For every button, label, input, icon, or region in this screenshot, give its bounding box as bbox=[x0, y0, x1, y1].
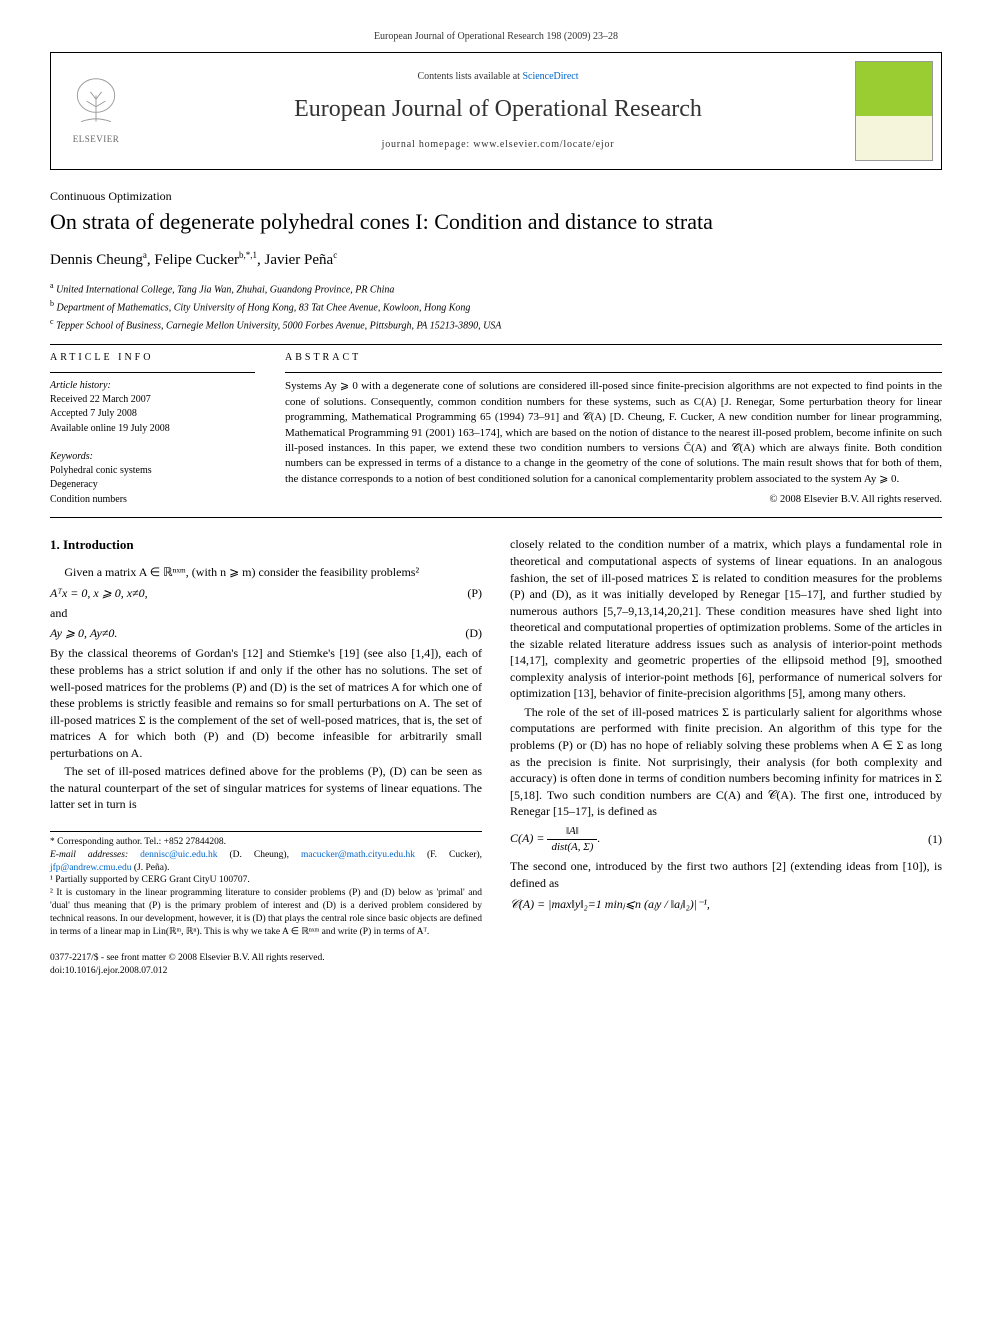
keyword-1: Polyhedral conic systems bbox=[50, 464, 255, 479]
para-r1: closely related to the condition number … bbox=[510, 536, 942, 701]
keywords-label: Keywords: bbox=[50, 450, 255, 464]
email-line: E-mail addresses: dennisc@uic.edu.hk (D.… bbox=[50, 849, 482, 875]
front-matter-line: 0377-2217/$ - see front matter © 2008 El… bbox=[50, 952, 942, 965]
contents-line: Contents lists available at ScienceDirec… bbox=[141, 70, 855, 84]
eq-P-expr: Aᵀx = 0, x ⩾ 0, x≠0, bbox=[50, 585, 148, 601]
publisher-name: ELSEVIER bbox=[73, 133, 120, 145]
banner-center: Contents lists available at ScienceDirec… bbox=[141, 70, 855, 151]
para-l3: The set of ill-posed matrices defined ab… bbox=[50, 763, 482, 813]
divider bbox=[50, 517, 942, 518]
journal-banner: ELSEVIER Contents lists available at Sci… bbox=[50, 52, 942, 170]
email2-who: (F. Cucker), bbox=[415, 850, 482, 860]
email-cheung[interactable]: dennisc@uic.edu.hk bbox=[140, 850, 217, 860]
received-date: Received 22 March 2007 bbox=[50, 393, 255, 408]
publisher-logo: ELSEVIER bbox=[51, 71, 141, 149]
corresponding-author: * Corresponding author. Tel.: +852 27844… bbox=[50, 836, 482, 849]
emails-label: E-mail addresses: bbox=[50, 850, 140, 860]
author-3: Javier Peña bbox=[264, 252, 333, 268]
email3-who: (J. Peña). bbox=[131, 863, 169, 873]
keyword-3: Condition numbers bbox=[50, 493, 255, 508]
eq1-den: dist(A, Σ) bbox=[547, 840, 597, 855]
footnote-2: ² It is customary in the linear programm… bbox=[50, 887, 482, 938]
homepage-prefix: journal homepage: bbox=[382, 139, 474, 150]
abstract-copyright: © 2008 Elsevier B.V. All rights reserved… bbox=[285, 493, 942, 507]
divider bbox=[50, 344, 942, 345]
left-column: 1. Introduction Given a matrix A ∈ ℝⁿˣᵐ,… bbox=[50, 536, 482, 938]
affiliations: a United International College, Tang Jia… bbox=[50, 280, 942, 333]
abstract-heading: ABSTRACT bbox=[285, 351, 942, 365]
body-columns: 1. Introduction Given a matrix A ∈ ℝⁿˣᵐ,… bbox=[50, 536, 942, 938]
email1-who: (D. Cheung), bbox=[217, 850, 300, 860]
and-label: and bbox=[50, 605, 482, 622]
section-1-heading: 1. Introduction bbox=[50, 536, 482, 554]
contents-prefix: Contents lists available at bbox=[417, 71, 522, 82]
sciencedirect-link[interactable]: ScienceDirect bbox=[522, 71, 578, 82]
accepted-date: Accepted 7 July 2008 bbox=[50, 407, 255, 422]
right-column: closely related to the condition number … bbox=[510, 536, 942, 938]
equation-2: 𝒞(A) = |max‖y‖₂=1 minⱼ⩽n (aⱼy / ‖aⱼ‖₂)|⁻… bbox=[510, 896, 942, 912]
email-cucker[interactable]: macucker@math.cityu.edu.hk bbox=[301, 850, 415, 860]
affiliation-a: a United International College, Tang Jia… bbox=[50, 280, 942, 298]
eq2-expr: 𝒞(A) = |max‖y‖₂=1 minⱼ⩽n (aⱼy / ‖aⱼ‖₂)|⁻… bbox=[510, 896, 710, 912]
para-l2: By the classical theorems of Gordan's [1… bbox=[50, 645, 482, 761]
divider bbox=[50, 372, 255, 373]
abstract-text: Systems Ay ⩾ 0 with a degenerate cone of… bbox=[285, 379, 942, 487]
journal-title: European Journal of Operational Research bbox=[141, 93, 855, 125]
info-heading: ARTICLE INFO bbox=[50, 351, 255, 365]
eq-D-expr: Ay ⩾ 0, Ay≠0. bbox=[50, 625, 117, 641]
doi-line: doi:10.1016/j.ejor.2008.07.012 bbox=[50, 965, 942, 978]
divider bbox=[285, 372, 942, 373]
equation-1: C(A) = ‖A‖dist(A, Σ). (1) bbox=[510, 824, 942, 855]
history-label: Article history: bbox=[50, 379, 255, 393]
eq1-tag: (1) bbox=[928, 831, 942, 847]
affiliation-b: b Department of Mathematics, City Univer… bbox=[50, 298, 942, 316]
para-r2: The role of the set of ill-posed matrice… bbox=[510, 704, 942, 820]
para-l1: Given a matrix A ∈ ℝⁿˣᵐ, (with n ⩾ m) co… bbox=[50, 564, 482, 581]
homepage-line: journal homepage: www.elsevier.com/locat… bbox=[141, 138, 855, 152]
journal-reference: European Journal of Operational Research… bbox=[50, 30, 942, 44]
abstract-column: ABSTRACT Systems Ay ⩾ 0 with a degenerat… bbox=[285, 351, 942, 508]
online-date: Available online 19 July 2008 bbox=[50, 422, 255, 437]
email-pena[interactable]: jfp@andrew.cmu.edu bbox=[50, 863, 131, 873]
journal-cover-thumb bbox=[855, 61, 933, 161]
elsevier-tree-icon bbox=[68, 75, 124, 131]
article-title: On strata of degenerate polyhedral cones… bbox=[50, 208, 942, 236]
eq1-lhs: C(A) = bbox=[510, 831, 547, 845]
eq1-post: . bbox=[597, 831, 600, 845]
para-r3: The second one, introduced by the first … bbox=[510, 858, 942, 891]
keyword-2: Degeneracy bbox=[50, 478, 255, 493]
eq1-num: ‖A‖ bbox=[547, 824, 597, 840]
page-footer: 0377-2217/$ - see front matter © 2008 El… bbox=[50, 952, 942, 978]
author-1: Dennis Cheung bbox=[50, 252, 143, 268]
footnote-1: ¹ Partially supported by CERG Grant City… bbox=[50, 874, 482, 887]
equation-D: Ay ⩾ 0, Ay≠0. (D) bbox=[50, 625, 482, 641]
homepage-url: www.elsevier.com/locate/ejor bbox=[473, 139, 614, 150]
author-2: Felipe Cucker bbox=[154, 252, 239, 268]
info-abstract-row: ARTICLE INFO Article history: Received 2… bbox=[50, 351, 942, 508]
eq1-expr: C(A) = ‖A‖dist(A, Σ). bbox=[510, 824, 600, 855]
eq-P-tag: (P) bbox=[467, 585, 482, 601]
eq1-frac: ‖A‖dist(A, Σ) bbox=[547, 824, 597, 855]
section-label: Continuous Optimization bbox=[50, 188, 942, 204]
equation-P: Aᵀx = 0, x ⩾ 0, x≠0, (P) bbox=[50, 585, 482, 601]
eq-D-tag: (D) bbox=[465, 625, 482, 641]
footnotes: * Corresponding author. Tel.: +852 27844… bbox=[50, 831, 482, 939]
authors-line: Dennis Cheunga, Felipe Cuckerb,*,1, Javi… bbox=[50, 249, 942, 270]
affiliation-c: c Tepper School of Business, Carnegie Me… bbox=[50, 316, 942, 334]
article-info: ARTICLE INFO Article history: Received 2… bbox=[50, 351, 255, 508]
